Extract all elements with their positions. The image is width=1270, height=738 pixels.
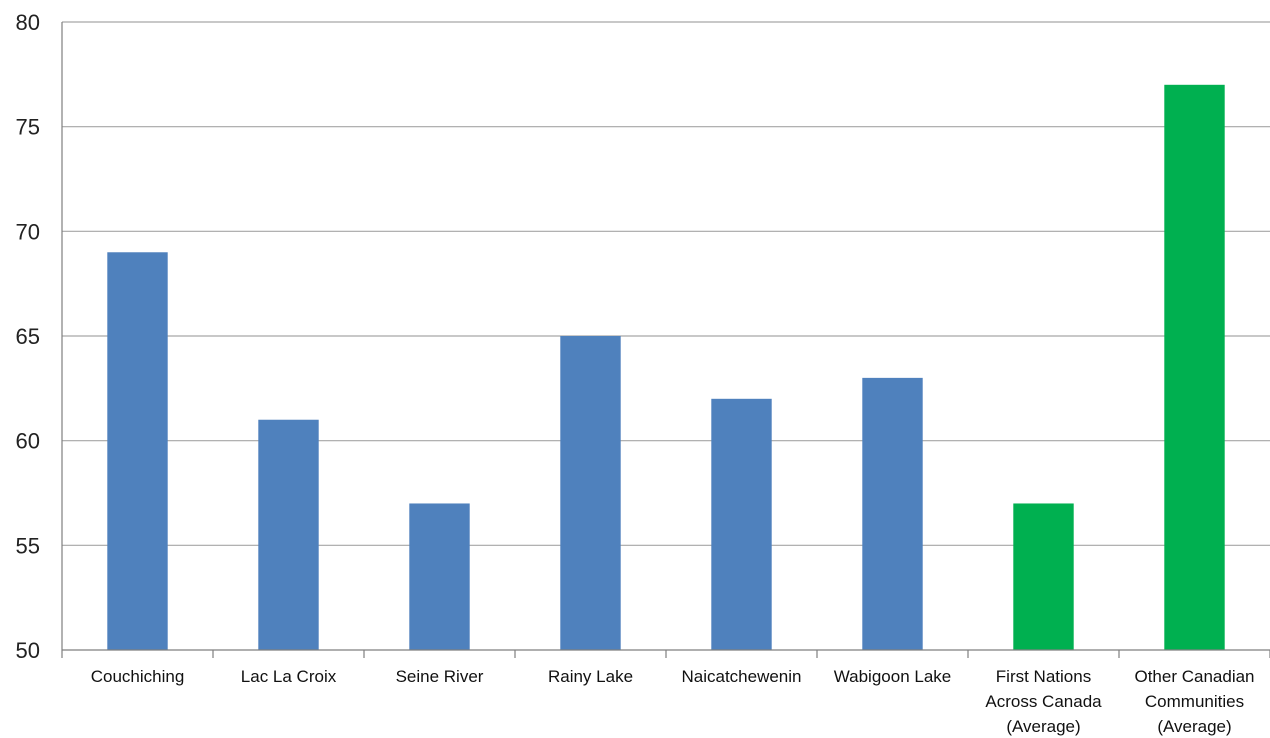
x-tick-label: Seine River <box>396 667 484 686</box>
y-axis-ticks: 50 55 60 65 70 75 80 <box>16 10 40 663</box>
x-tick-label-line: Across Canada <box>985 692 1102 711</box>
bar <box>409 503 470 650</box>
x-tick-label: Wabigoon Lake <box>834 667 952 686</box>
x-tick-label-line: (Average) <box>1157 717 1231 736</box>
y-tick-label: 55 <box>16 533 40 558</box>
y-tick-label: 60 <box>16 429 40 454</box>
x-axis-labels: Couchiching Lac La Croix Seine River Rainy … <box>91 667 1255 736</box>
x-tick-label-line: First Nations <box>996 667 1091 686</box>
bar <box>107 252 168 650</box>
y-tick-label: 75 <box>16 115 40 140</box>
x-tick-label-line: Couchiching <box>91 667 185 686</box>
x-tick-label-line: Lac La Croix <box>241 667 337 686</box>
bars <box>107 84 1225 651</box>
bar <box>1164 84 1225 651</box>
x-tick-label-line: (Average) <box>1006 717 1080 736</box>
x-tick-label-line: Wabigoon Lake <box>834 667 952 686</box>
bar <box>862 377 923 650</box>
x-tick-label: First Nations Across Canada (Average) <box>985 667 1102 736</box>
x-tick-label: Rainy Lake <box>548 667 633 686</box>
x-tick-label-line: Other Canadian <box>1134 667 1254 686</box>
y-tick-label: 50 <box>16 638 40 663</box>
x-tick-label-line: Rainy Lake <box>548 667 633 686</box>
bar <box>1013 503 1074 650</box>
bar <box>560 336 621 650</box>
y-tick-label: 80 <box>16 10 40 35</box>
y-tick-label: 70 <box>16 219 40 244</box>
x-tick-label: Couchiching <box>91 667 185 686</box>
gridlines <box>62 21 1270 546</box>
x-tick-label-line: Naicatchewenin <box>681 667 801 686</box>
x-tick-label: Naicatchewenin <box>681 667 801 686</box>
x-tick-label-line: Communities <box>1145 692 1244 711</box>
x-tick-label: Lac La Croix <box>241 667 337 686</box>
bar <box>711 398 772 650</box>
x-tick-label: Other Canadian Communities (Average) <box>1134 667 1254 736</box>
y-tick-label: 65 <box>16 324 40 349</box>
x-tick-label-line: Seine River <box>396 667 484 686</box>
x-axis-ticks <box>61 650 1270 658</box>
bar <box>258 419 319 650</box>
